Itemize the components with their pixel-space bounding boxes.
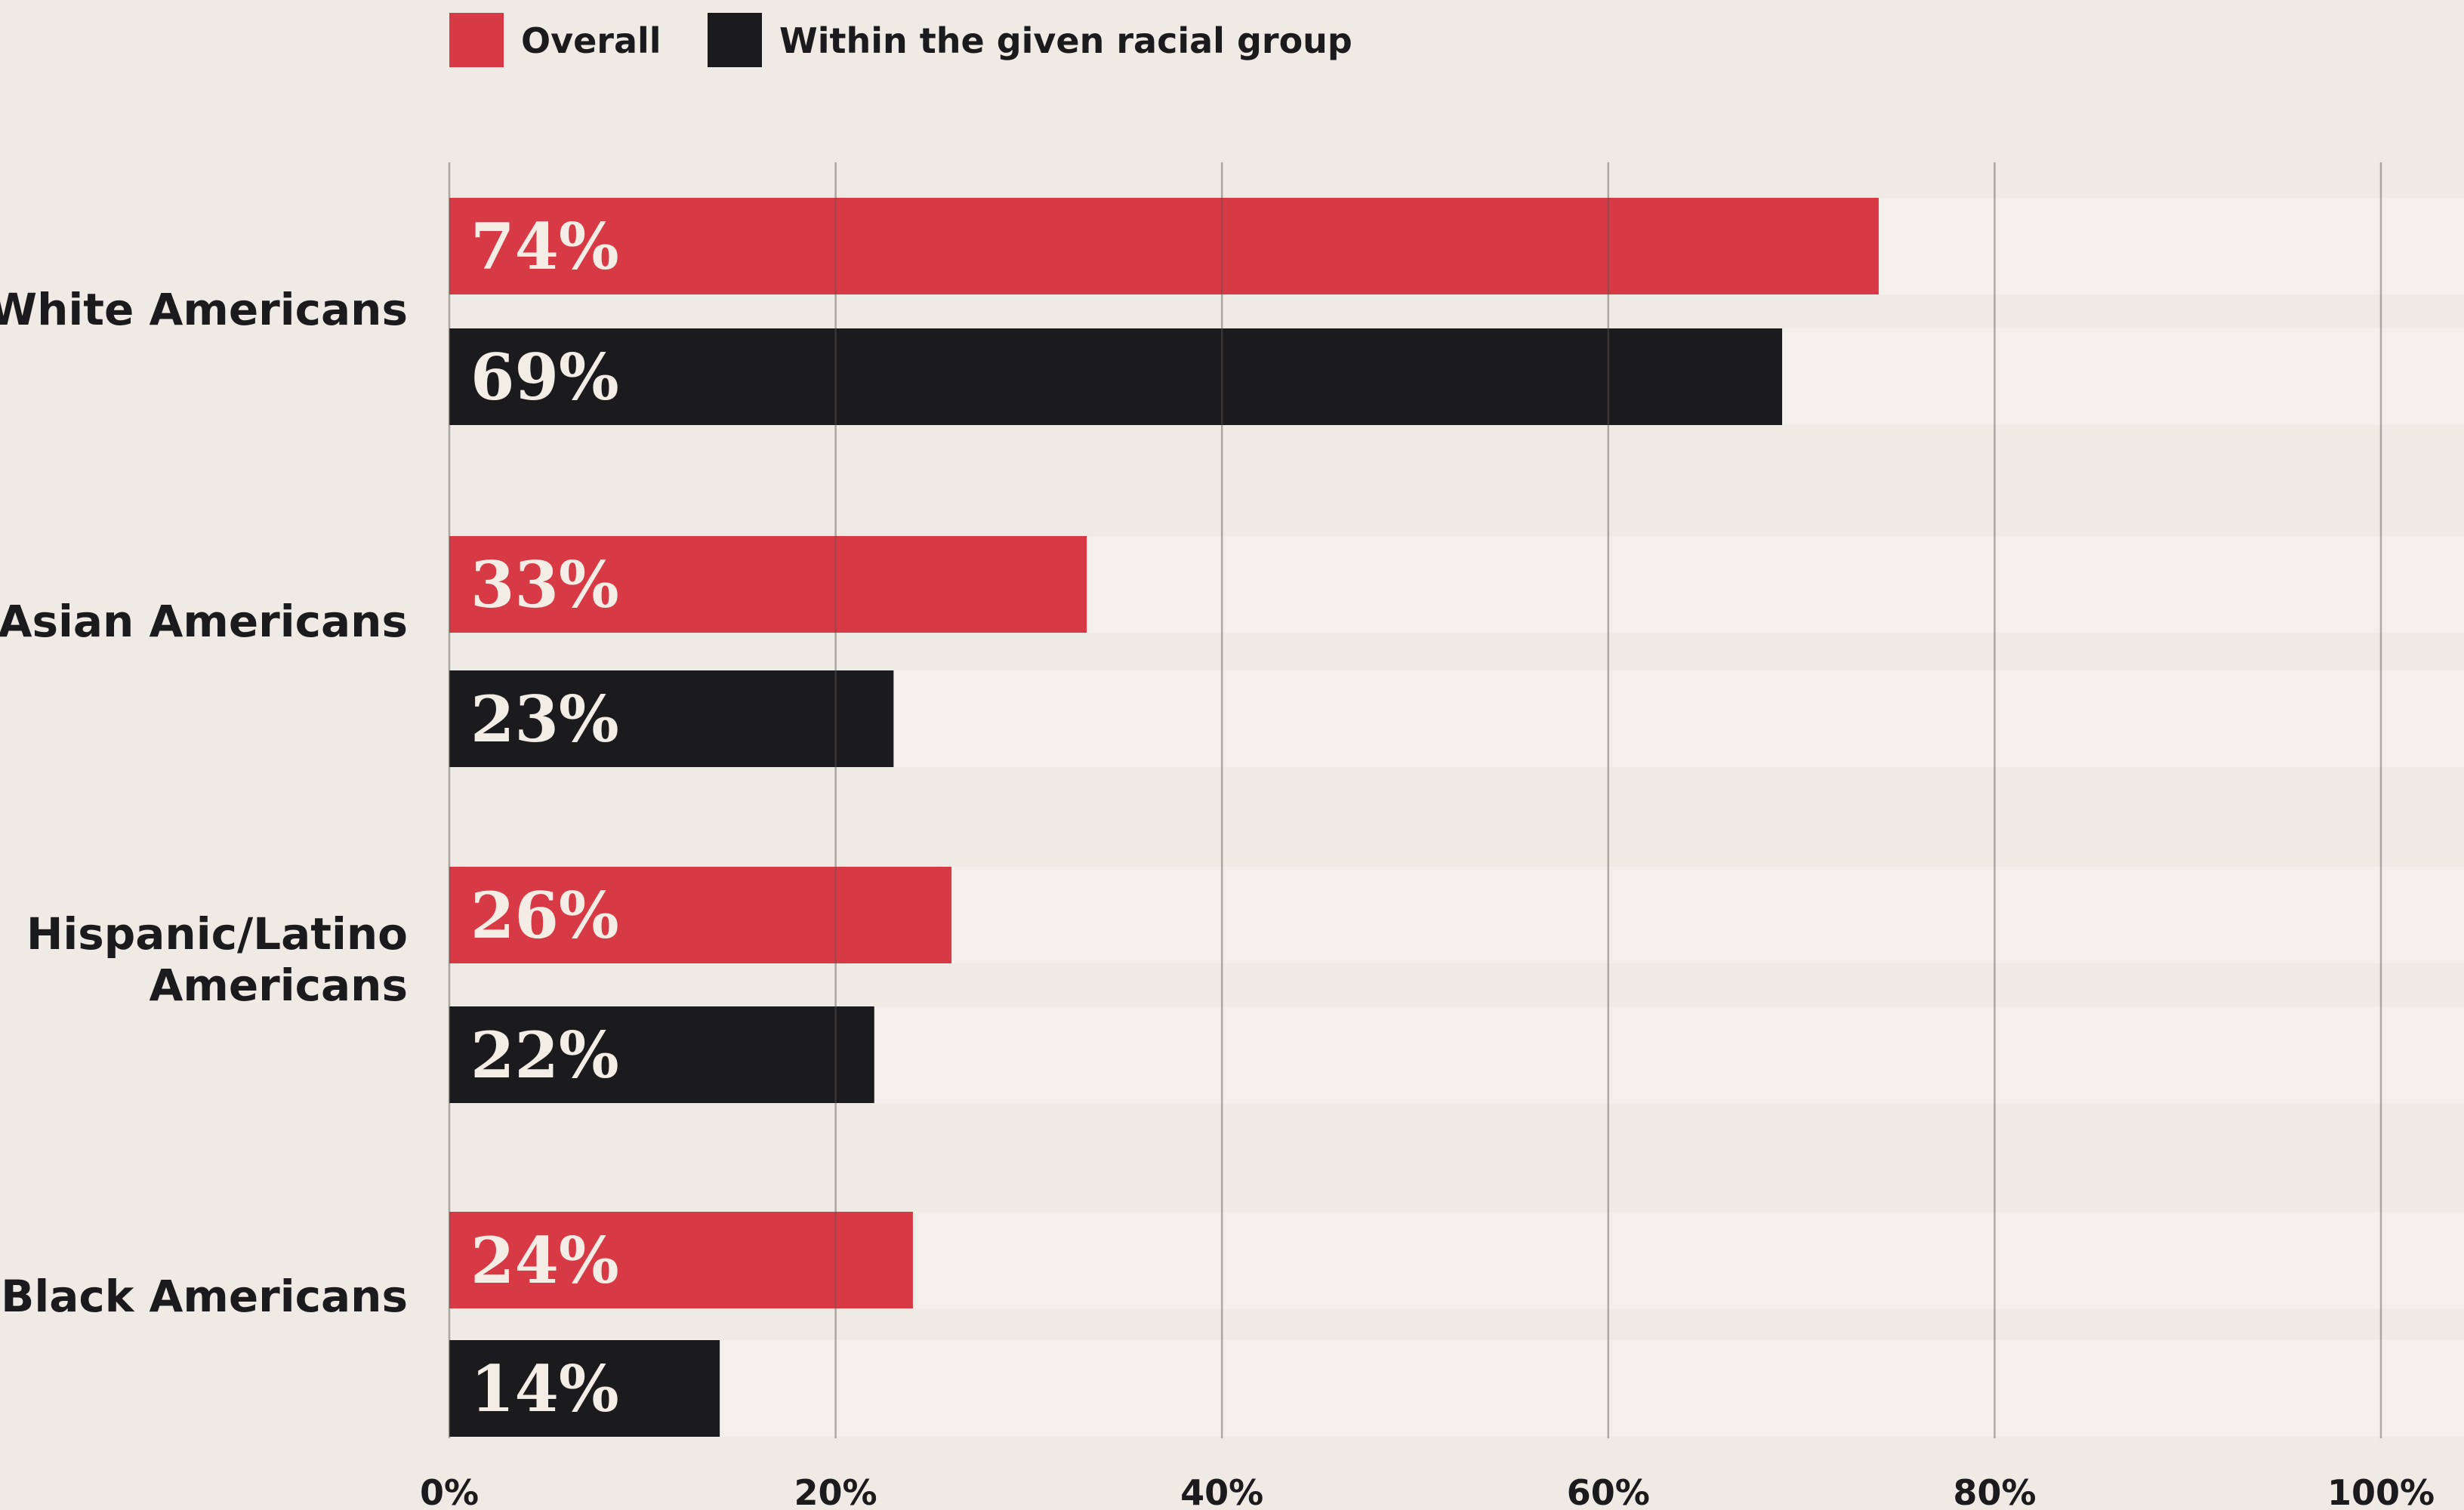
bar	[449, 1006, 874, 1103]
category-label: Hispanic/Latino	[26, 908, 408, 960]
data-labels: 74% 33% 26% 24% 69% 23% 22% 14%	[470, 209, 619, 1426]
bar	[449, 536, 1087, 633]
x-axis-tick-labels: 0% 20% 40% 60% 80% 100%	[420, 1472, 2435, 1510]
data-label: 14%	[470, 1351, 619, 1426]
legend-swatch	[449, 13, 504, 67]
x-tick-label: 40%	[1180, 1472, 1263, 1510]
data-label: 24%	[470, 1223, 619, 1298]
data-label: 74%	[470, 209, 619, 284]
bar	[449, 198, 1879, 294]
bar	[449, 328, 1783, 425]
data-label: 26%	[470, 878, 619, 953]
category-label: Americans	[150, 960, 408, 1011]
data-label: 22%	[470, 1018, 619, 1092]
category-label: Asian Americans	[0, 596, 408, 647]
data-label: 69%	[470, 340, 619, 414]
row-band	[449, 1340, 2464, 1437]
legend-label: Within the given racial group	[779, 20, 1352, 61]
gridlines-front	[448, 162, 2382, 1438]
data-label: 23%	[470, 682, 619, 757]
bar	[449, 1212, 913, 1308]
x-tick-label: 20%	[794, 1472, 877, 1510]
x-tick-label: 0%	[420, 1472, 479, 1510]
x-tick-label: 100%	[2327, 1472, 2435, 1510]
legend-swatch	[708, 13, 762, 67]
bar	[449, 1340, 720, 1437]
category-labels: White Americans Asian Americans Hispanic/L…	[0, 284, 408, 1322]
category-label: Black Americans	[1, 1271, 408, 1322]
bar	[449, 867, 952, 963]
legend-label: Overall	[521, 20, 661, 61]
x-tick-label: 60%	[1567, 1472, 1650, 1510]
category-label: White Americans	[0, 284, 408, 335]
bar	[449, 670, 894, 767]
legend: Overall Within the given racial group	[449, 13, 1352, 67]
bars	[449, 198, 1879, 1437]
x-tick-label: 80%	[1953, 1472, 2036, 1510]
data-label: 33%	[470, 547, 619, 622]
